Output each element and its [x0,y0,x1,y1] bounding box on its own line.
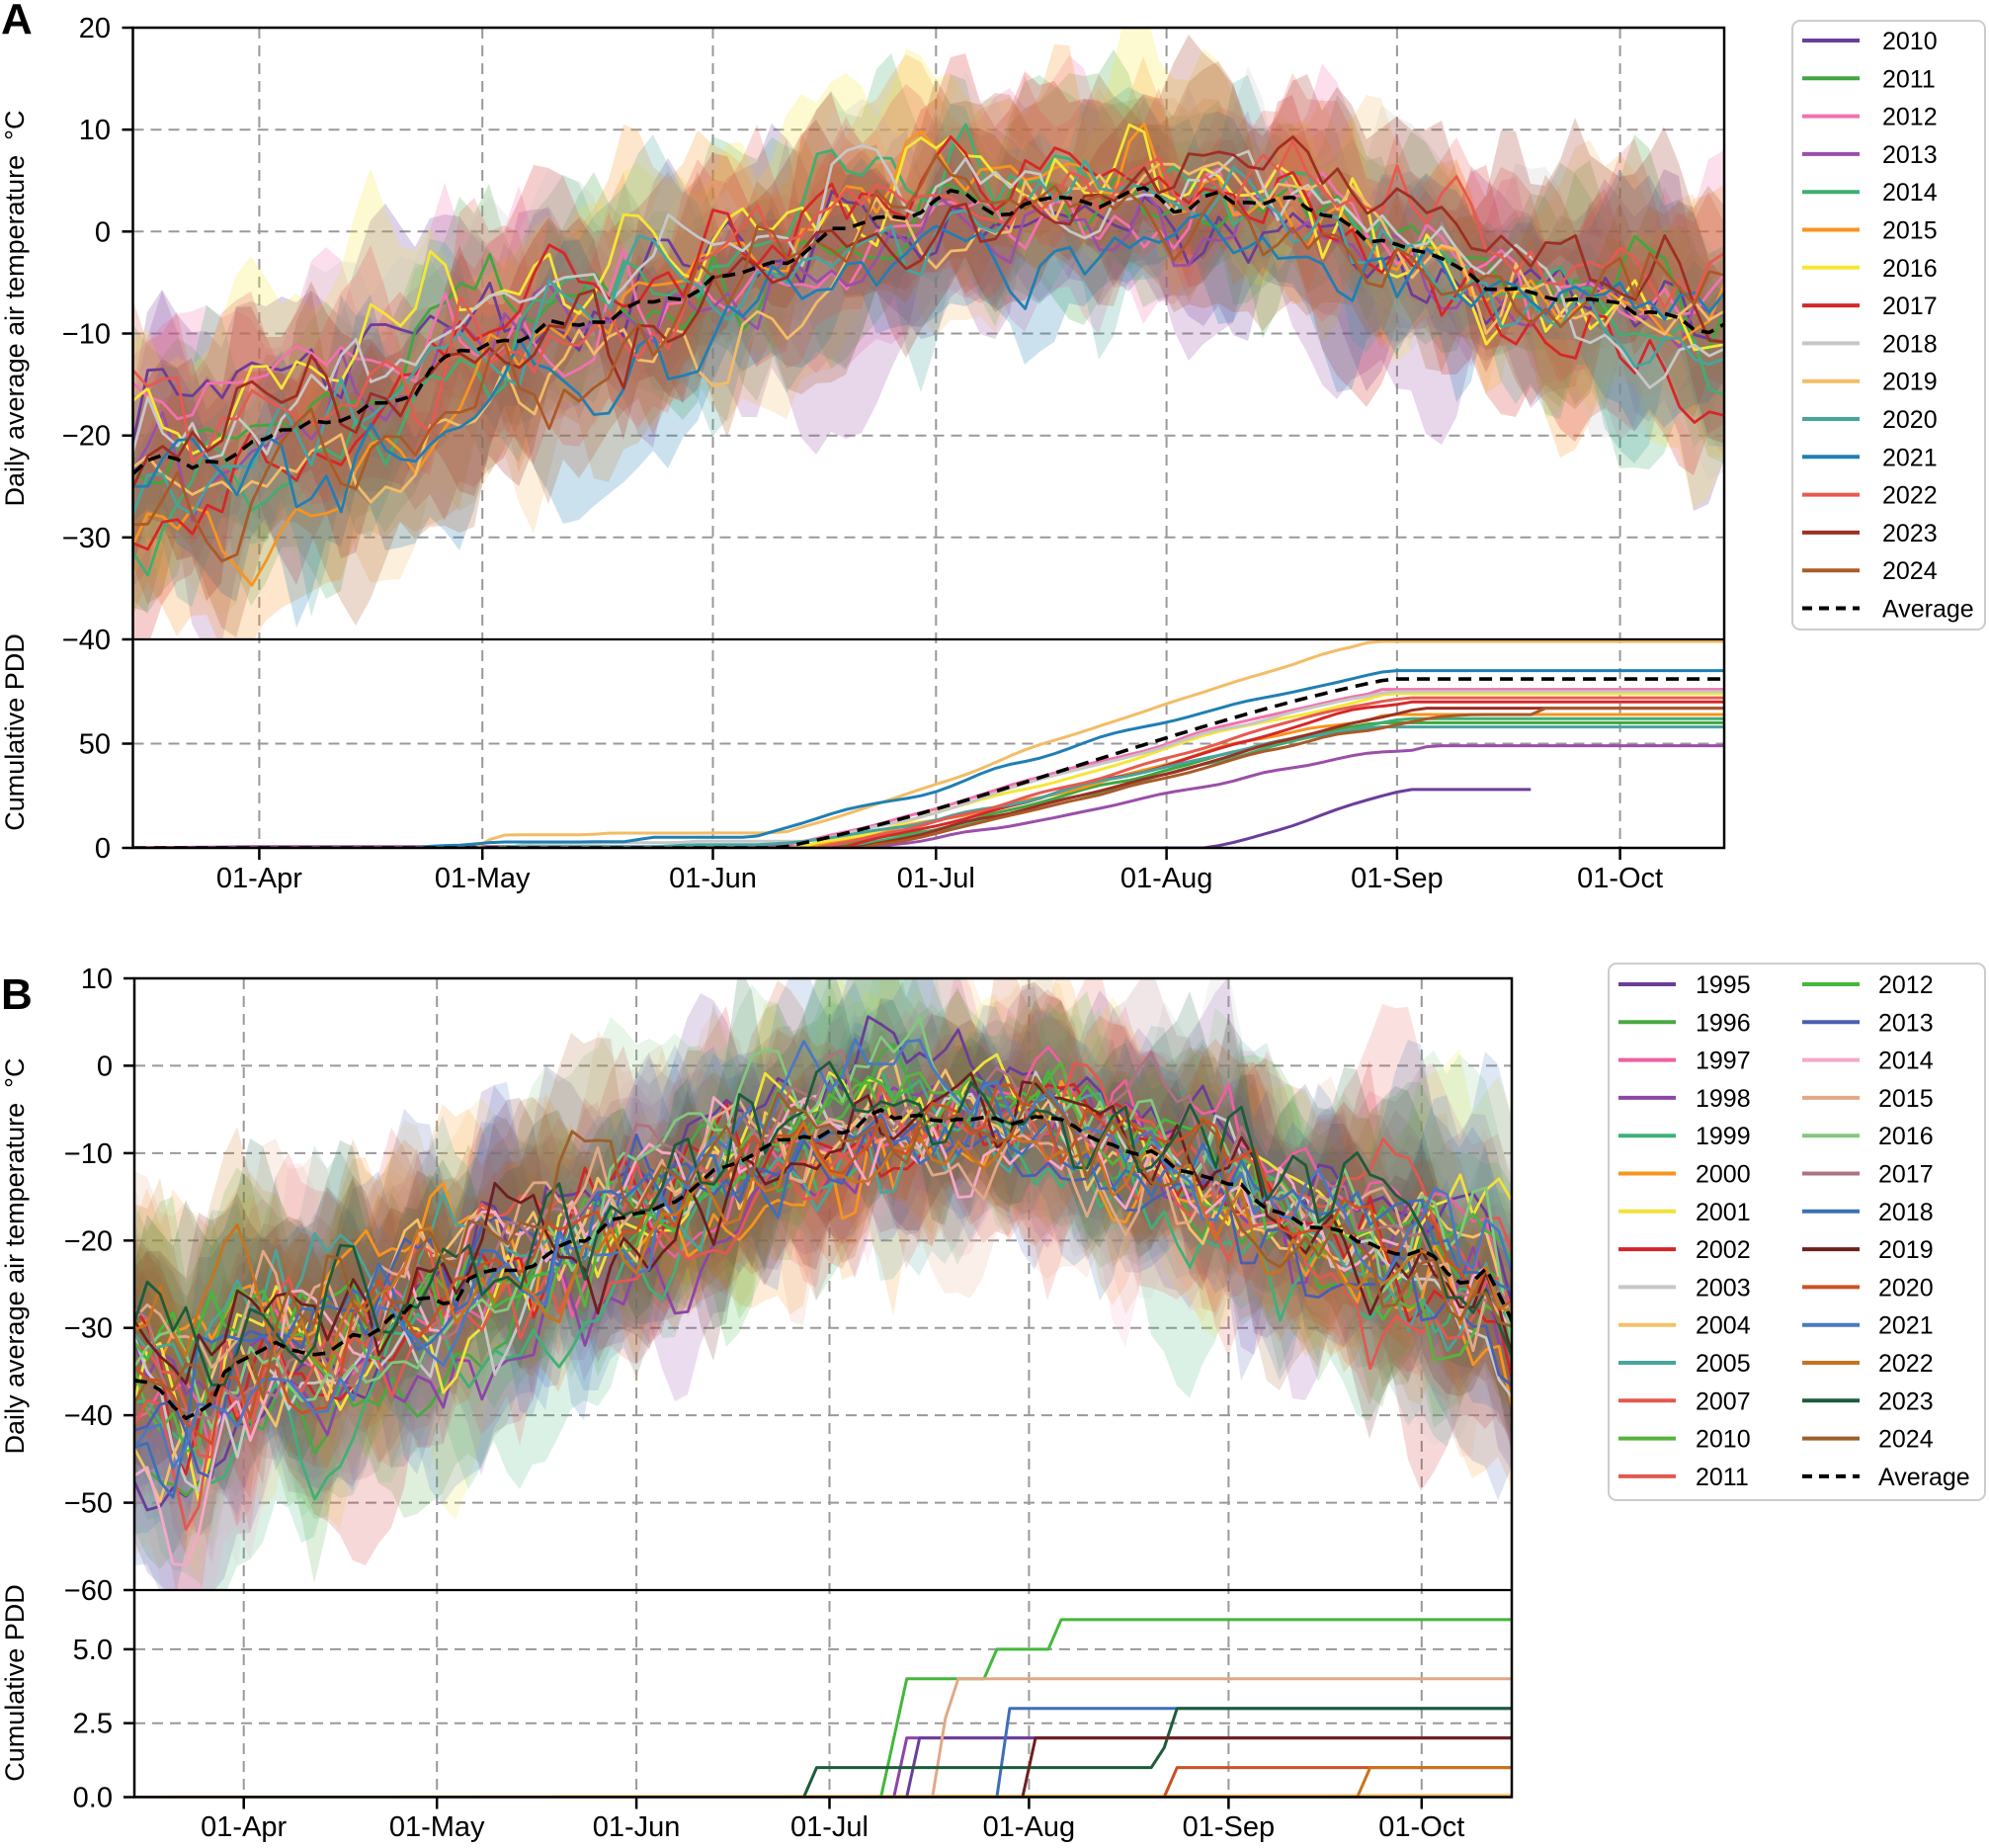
svg-text:−20: −20 [62,421,111,453]
svg-text:2007: 2007 [1696,1387,1751,1415]
svg-text:0: 0 [95,216,111,248]
svg-text:2017: 2017 [1878,1161,1934,1189]
svg-text:Daily average air temperature: Daily average air temperature °C [0,1058,30,1455]
svg-text:−30: −30 [62,523,111,554]
svg-text:2.5: 2.5 [73,1709,113,1740]
svg-text:−20: −20 [64,1225,113,1257]
svg-text:01-Jun: 01-Jun [669,863,757,894]
svg-text:2013: 2013 [1882,141,1938,169]
svg-text:2012: 2012 [1882,104,1938,131]
svg-text:2015: 2015 [1882,217,1938,245]
svg-text:−40: −40 [62,625,111,656]
svg-text:2018: 2018 [1882,330,1938,358]
svg-text:−60: −60 [64,1575,113,1607]
svg-text:1997: 1997 [1696,1048,1751,1075]
svg-text:20: 20 [79,13,111,44]
svg-text:2022: 2022 [1878,1350,1934,1378]
svg-text:2020: 2020 [1882,406,1938,434]
svg-text:1999: 1999 [1696,1123,1751,1150]
svg-text:1995: 1995 [1696,971,1751,999]
svg-text:2024: 2024 [1878,1426,1934,1454]
svg-text:1996: 1996 [1696,1009,1751,1037]
svg-text:2000: 2000 [1696,1161,1751,1189]
svg-text:Cumulative PDD: Cumulative PDD [0,1584,30,1782]
svg-text:A: A [1,0,33,43]
svg-text:2023: 2023 [1882,520,1938,547]
svg-text:01-Apr: 01-Apr [216,863,302,894]
svg-text:0.0: 0.0 [73,1783,113,1814]
svg-text:50: 50 [79,729,111,761]
svg-text:2002: 2002 [1696,1236,1751,1264]
svg-text:2017: 2017 [1882,293,1938,320]
svg-text:B: B [1,970,33,1019]
svg-text:2010: 2010 [1696,1426,1751,1454]
svg-text:10: 10 [81,964,113,995]
svg-text:01-Jun: 01-Jun [593,1811,681,1843]
svg-text:2019: 2019 [1882,369,1938,396]
svg-text:2014: 2014 [1878,1048,1934,1075]
svg-text:01-Aug: 01-Aug [1120,863,1213,894]
svg-text:2023: 2023 [1878,1387,1934,1415]
svg-text:Cumulative PDD: Cumulative PDD [0,633,30,831]
svg-text:01-Oct: 01-Oct [1577,863,1663,894]
svg-text:01-Sep: 01-Sep [1183,1811,1276,1843]
svg-text:2016: 2016 [1878,1123,1934,1150]
svg-text:2022: 2022 [1882,482,1938,510]
svg-text:2021: 2021 [1882,444,1938,471]
svg-text:−40: −40 [64,1400,113,1432]
svg-text:−50: −50 [64,1488,113,1520]
svg-text:1998: 1998 [1696,1085,1751,1113]
svg-text:2015: 2015 [1878,1085,1934,1113]
svg-text:0: 0 [97,1050,113,1082]
svg-text:Daily average air temperature: Daily average air temperature °C [0,111,30,507]
svg-text:2019: 2019 [1878,1236,1934,1264]
svg-text:01-Jul: 01-Jul [790,1811,869,1843]
svg-text:01-Oct: 01-Oct [1378,1811,1464,1843]
svg-text:2003: 2003 [1696,1274,1751,1302]
svg-text:−10: −10 [62,319,111,351]
svg-text:2005: 2005 [1696,1350,1751,1378]
svg-text:2016: 2016 [1882,255,1938,283]
svg-text:2001: 2001 [1696,1199,1751,1226]
svg-text:2011: 2011 [1696,1464,1749,1491]
svg-text:2004: 2004 [1696,1312,1751,1340]
svg-text:01-May: 01-May [435,863,531,894]
svg-text:Average: Average [1882,596,1974,624]
svg-text:5.0: 5.0 [73,1635,113,1666]
svg-text:01-May: 01-May [389,1811,485,1843]
svg-text:2013: 2013 [1878,1009,1934,1037]
svg-text:2012: 2012 [1878,971,1934,999]
svg-text:2021: 2021 [1878,1312,1934,1340]
svg-text:01-Sep: 01-Sep [1351,863,1444,894]
svg-text:01-Aug: 01-Aug [983,1811,1076,1843]
svg-text:−10: −10 [64,1138,113,1170]
svg-text:2010: 2010 [1882,28,1938,55]
svg-text:2020: 2020 [1878,1274,1934,1302]
svg-text:0: 0 [95,833,111,865]
svg-text:10: 10 [79,115,111,146]
svg-text:01-Apr: 01-Apr [201,1811,287,1843]
svg-text:Average: Average [1878,1464,1970,1491]
svg-text:2011: 2011 [1882,65,1936,93]
svg-text:2018: 2018 [1878,1199,1934,1226]
svg-text:01-Jul: 01-Jul [897,863,975,894]
svg-text:2014: 2014 [1882,179,1938,207]
svg-text:−30: −30 [64,1313,113,1345]
svg-text:2024: 2024 [1882,557,1938,585]
